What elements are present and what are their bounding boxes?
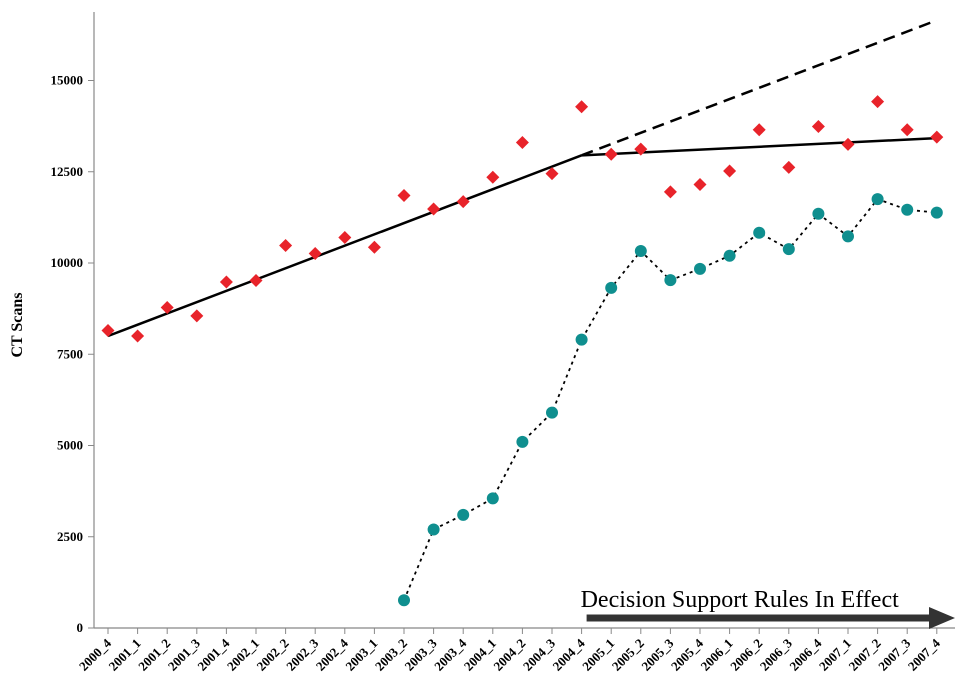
x-tick-label: 2003_3 [402,635,441,674]
x-tick-label: 2005_4 [668,635,707,674]
x-ticks: 2000_42001_12001_22001_32001_42002_12002… [76,628,943,674]
circle-point [546,406,558,419]
circle-point [812,207,825,220]
annotation-text: Decision Support Rules In Effect [581,587,899,613]
diamond-point [131,329,145,343]
circle-point [901,203,914,216]
x-tick-label: 2005_1 [579,636,617,674]
diamond-point [604,147,618,161]
x-tick-label: 2006_3 [757,635,796,674]
diamond-point [900,123,914,137]
x-tick-label: 2002_3 [283,635,322,674]
x-tick-label: 2006_4 [786,635,825,674]
diamond-point [930,130,944,144]
y-tick-label: 10000 [51,255,84,270]
x-tick-label: 2002_4 [313,635,352,674]
y-tick-label: 0 [77,620,84,635]
circle-point [398,594,410,607]
x-tick-label: 2004_3 [520,635,559,674]
x-tick-label: 2001_4 [194,635,233,674]
x-tick-label: 2007_4 [905,635,944,674]
x-tick-label: 2004_1 [461,636,499,674]
diamond-point [367,240,381,254]
diamond-point [101,324,115,338]
x-tick-label: 2001_1 [106,636,144,674]
circle-point [871,193,884,206]
y-tick-label: 5000 [57,438,83,453]
annotation: Decision Support Rules In Effect [581,587,955,629]
circle-point [694,262,706,275]
diamond-point [575,100,589,114]
x-tick-label: 2000_4 [76,635,115,674]
diamond-point [160,301,174,315]
axes [93,12,955,629]
x-tick-label: 2007_1 [816,636,854,674]
y-tick-label: 12500 [51,164,84,179]
x-tick-label: 2007_3 [875,635,914,674]
diamond-point [782,160,796,174]
diamond-point [397,188,411,202]
x-tick-label: 2005_2 [609,636,647,674]
x-tick-label: 2003_2 [372,636,410,674]
circle-point [516,435,529,448]
arrow-shaft [586,614,933,622]
circle-point [427,523,440,536]
x-tick-label: 2004_2 [490,636,528,674]
diamond-point [841,137,855,151]
diamond-point [515,136,529,150]
diamond-point [427,202,441,216]
diamond-point [871,95,885,109]
trend-line [581,136,937,157]
circle-point [457,508,470,521]
circle-point [782,243,795,256]
diamond-point [634,142,648,156]
x-tick-label: 2006_1 [698,636,736,674]
x-tick-label: 2001_2 [135,636,173,674]
diamond-point [486,170,500,184]
diamond-point [338,230,352,244]
x-tick-label: 2005_3 [638,635,677,674]
diamond-point [752,123,766,137]
y-tick-label: 15000 [51,73,84,88]
diamond-point [693,178,707,192]
diamond-point [811,119,825,133]
y-tick-label: 7500 [57,346,83,361]
diamond-point [249,274,263,288]
circle-point [605,281,618,294]
circle-point [723,249,736,262]
circle-point [575,333,588,346]
diamond-point [723,164,737,178]
x-tick-label: 2003_4 [431,635,470,674]
x-tick-label: 2004_4 [550,635,589,674]
trend-line [107,154,583,338]
circle-point [842,230,854,243]
projected-trend-line [581,19,938,157]
circle-point [634,244,647,257]
circle-point [930,206,943,219]
x-tick-label: 2006_2 [727,636,765,674]
diamond-point [545,167,559,181]
trend-lines [107,19,938,338]
x-tick-label: 2001_3 [165,635,204,674]
circle-point [486,492,499,505]
diamond-point [190,309,204,323]
x-tick-label: 2002_1 [224,636,262,674]
diamond-point [279,238,293,252]
diamond-point [456,195,470,209]
arrow-head [929,607,955,629]
diamond-point [663,185,677,199]
x-tick-label: 2002_2 [254,636,292,674]
x-tick-label: 2003_1 [342,636,380,674]
series-1-line [403,198,937,601]
y-axis-label: CT Scans [9,292,26,357]
diamond-point [219,275,233,289]
x-tick-label: 2007_2 [846,636,884,674]
circle-point [753,226,766,239]
series-layer [101,95,944,607]
y-ticks: 0 2500 5000 7500 10000 12500 15000 [51,73,94,635]
circle-point [664,274,677,287]
diamond-point [308,247,322,261]
y-tick-label: 2500 [57,529,83,544]
